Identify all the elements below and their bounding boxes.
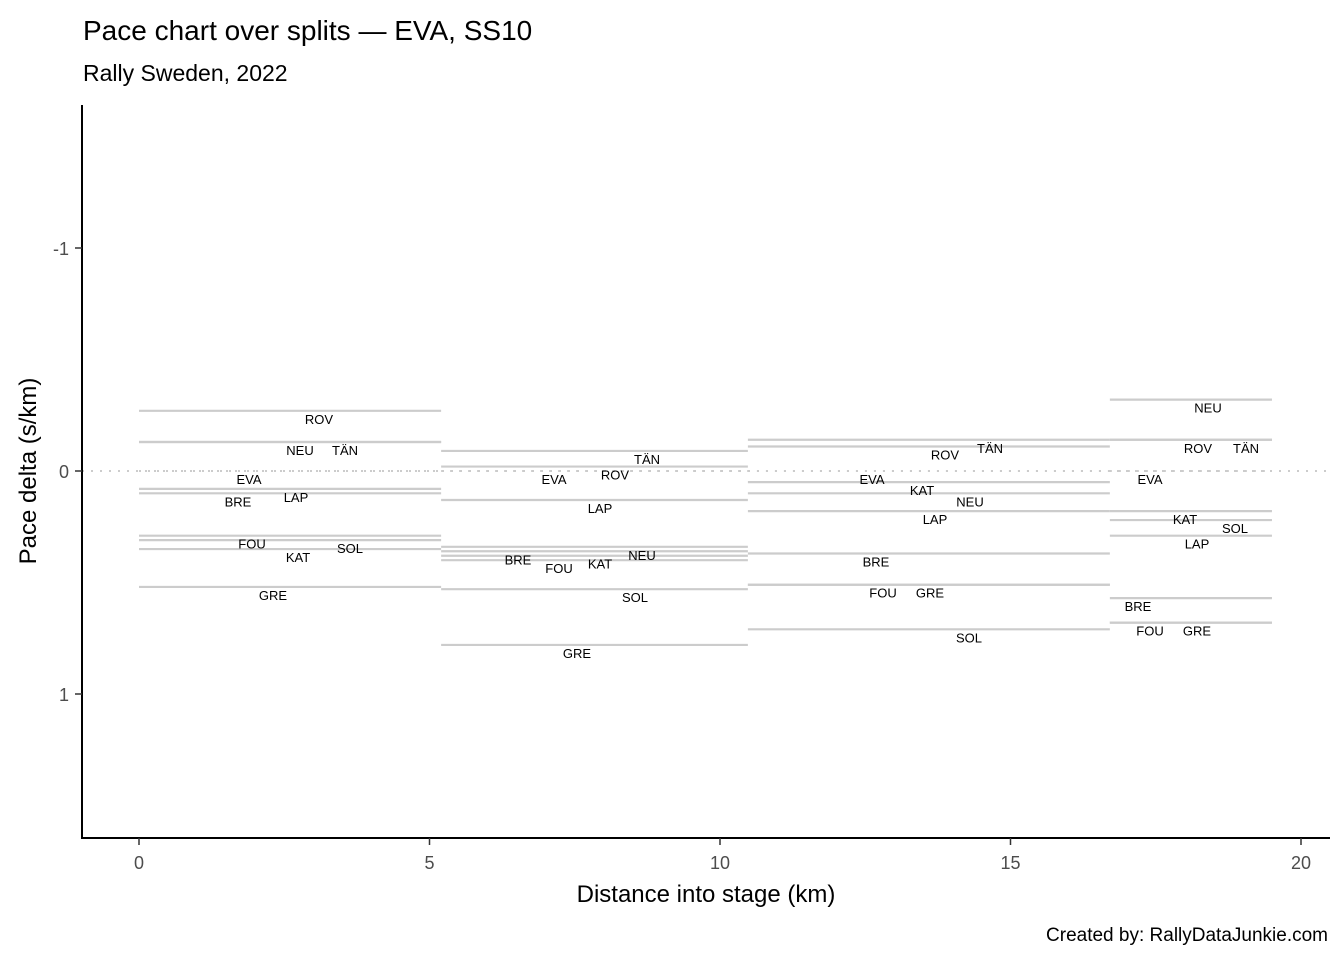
driver-label: SOL bbox=[337, 541, 363, 556]
driver-label: KAT bbox=[588, 557, 612, 572]
driver-label: GRE bbox=[259, 588, 288, 603]
driver-label: EVA bbox=[859, 472, 884, 487]
driver-label: ROV bbox=[1184, 441, 1213, 456]
driver-label: SOL bbox=[956, 630, 982, 645]
driver-label: BRE bbox=[505, 552, 532, 567]
driver-label: TÄN bbox=[634, 452, 660, 467]
axis-ticks: 0 5 10 15 20 -1 0 1 bbox=[53, 239, 1311, 873]
driver-label: KAT bbox=[286, 550, 310, 565]
x-tick-label: 20 bbox=[1291, 853, 1311, 873]
y-tick-label: -1 bbox=[53, 239, 69, 259]
driver-label: EVA bbox=[1137, 472, 1162, 487]
driver-label: GRE bbox=[563, 646, 592, 661]
x-tick-label: 10 bbox=[710, 853, 730, 873]
driver-label: NEU bbox=[286, 443, 313, 458]
driver-label: BRE bbox=[1125, 599, 1152, 614]
driver-label: EVA bbox=[236, 472, 261, 487]
driver-label: BRE bbox=[225, 494, 252, 509]
driver-label: NEU bbox=[1194, 401, 1221, 416]
x-tick-label: 0 bbox=[134, 853, 144, 873]
x-tick-label: 5 bbox=[424, 853, 434, 873]
driver-label: KAT bbox=[910, 483, 934, 498]
caption: Created by: RallyDataJunkie.com bbox=[1046, 925, 1328, 946]
driver-label: TÄN bbox=[332, 443, 358, 458]
driver-label: ROV bbox=[305, 412, 334, 427]
y-tick-label: 1 bbox=[59, 685, 69, 705]
driver-label: GRE bbox=[916, 586, 945, 601]
x-tick-label: 15 bbox=[1000, 853, 1020, 873]
driver-label: FOU bbox=[545, 561, 572, 576]
driver-label: NEU bbox=[628, 548, 655, 563]
driver-label: ROV bbox=[931, 447, 960, 462]
driver-label: SOL bbox=[1222, 521, 1248, 536]
driver-label: TÄN bbox=[977, 441, 1003, 456]
driver-label: LAP bbox=[588, 501, 613, 516]
chart-title: Pace chart over splits — EVA, SS10 bbox=[83, 15, 532, 46]
driver-label: NEU bbox=[956, 494, 983, 509]
driver-label: FOU bbox=[1136, 624, 1163, 639]
driver-label: LAP bbox=[923, 512, 948, 527]
driver-label: GRE bbox=[1183, 624, 1212, 639]
driver-label: KAT bbox=[1173, 512, 1197, 527]
driver-label: FOU bbox=[238, 537, 265, 552]
y-tick-label: 0 bbox=[59, 462, 69, 482]
chart-subtitle: Rally Sweden, 2022 bbox=[83, 60, 288, 86]
driver-label: LAP bbox=[284, 490, 309, 505]
driver-label: FOU bbox=[869, 586, 896, 601]
x-axis-label: Distance into stage (km) bbox=[577, 881, 836, 908]
driver-label: EVA bbox=[541, 472, 566, 487]
driver-label: SOL bbox=[622, 590, 648, 605]
chart-marks: ROV NEU TÄN EVA LAP BRE FOU SOL KAT GRE TÄN ROV EVA L… bbox=[139, 398, 1272, 661]
driver-label: LAP bbox=[1185, 537, 1210, 552]
driver-label: ROV bbox=[601, 468, 630, 483]
y-axis-label: Pace delta (s/km) bbox=[15, 378, 42, 565]
driver-label: TÄN bbox=[1233, 441, 1259, 456]
driver-label: BRE bbox=[863, 555, 890, 570]
